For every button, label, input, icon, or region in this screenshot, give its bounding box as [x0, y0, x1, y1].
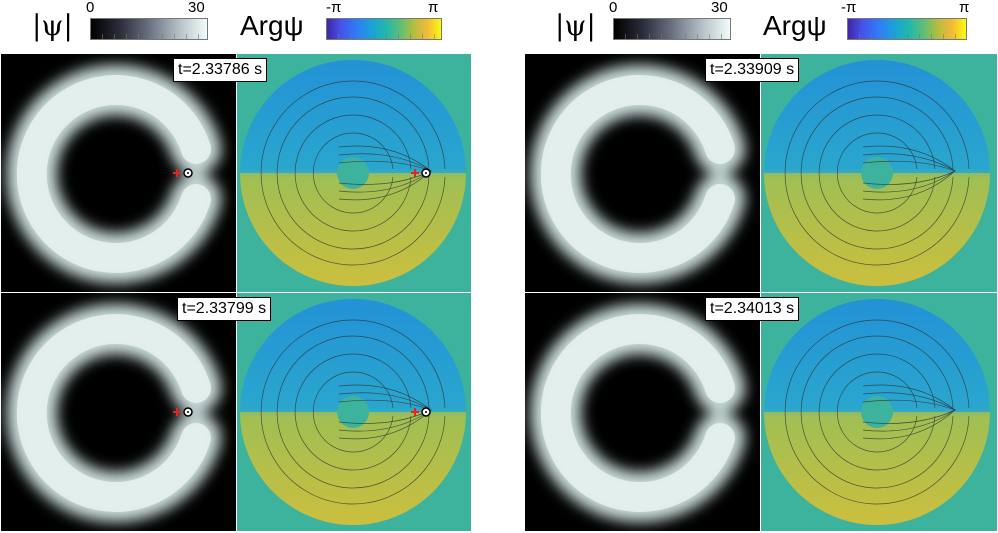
panel-3-plot — [525, 54, 990, 292]
phase-lower-half — [240, 173, 466, 286]
phase-contour-1 — [818, 114, 936, 232]
panel-2-plot — [1, 293, 466, 531]
phase-lower-half — [240, 412, 466, 525]
phase-contour-1 — [294, 353, 412, 471]
panel-1-plot — [1, 54, 466, 292]
phase-max-label: π — [428, 0, 439, 16]
phase-min-label: -π — [326, 0, 342, 16]
phase-center-hole — [337, 157, 369, 189]
left-figure-group: |ψ| 0 30 Argψ -π π t=2.33786 s t=2.33799… — [0, 0, 480, 533]
panel-4-plot — [525, 293, 990, 531]
condensate-ring-core — [540, 314, 735, 512]
phase-max-label-right: π — [959, 0, 970, 16]
condensate-ring-core — [540, 75, 735, 273]
phase-streamline-2 — [338, 384, 432, 440]
panel-3: t=2.33909 s — [525, 54, 997, 292]
phase-colorbar — [326, 18, 442, 40]
phase-colorbar-right — [847, 18, 967, 40]
vortex-marker-0 — [173, 169, 181, 177]
panel-1-time-label: t=2.33786 s — [173, 58, 268, 82]
panel-2-time-label: t=2.33799 s — [177, 297, 272, 321]
phase-center-hole — [861, 396, 893, 428]
phase-symbol-right: Argψ — [763, 10, 827, 41]
phase-contour-0 — [312, 371, 394, 453]
antivortex-core-1 — [425, 411, 427, 413]
phase-center-hole — [337, 396, 369, 428]
magnitude-max-label: 30 — [188, 0, 205, 16]
phase-streamline-2 — [862, 145, 956, 201]
phase-lower-half — [764, 173, 990, 286]
phase-upper-half — [240, 299, 466, 412]
antivortex-core-1 — [425, 172, 427, 174]
colorbar-row-right: |ψ| 0 30 Argψ -π π — [525, 0, 998, 55]
phase-symbol: Argψ — [240, 10, 304, 41]
phase-min-label-right: -π — [841, 0, 857, 16]
phase-contour-3 — [260, 319, 446, 505]
phase-upper-half — [764, 60, 990, 174]
panel-2: t=2.33799 s — [1, 293, 471, 531]
antivortex-core-0 — [187, 411, 189, 413]
magnitude-symbol-right: |ψ| — [555, 9, 596, 42]
colorbar-row-left: |ψ| 0 30 Argψ -π π — [0, 0, 480, 55]
magnitude-max-label-right: 30 — [711, 0, 728, 16]
phase-contour-2 — [800, 335, 954, 489]
right-figure-group: |ψ| 0 30 Argψ -π π t=2.33909 s t=2.34013… — [525, 0, 998, 533]
vortex-marker-0 — [173, 408, 181, 416]
vortex-marker-1 — [411, 169, 419, 177]
phase-contour-0 — [312, 132, 394, 214]
phase-contour-1 — [818, 353, 936, 471]
magnitude-min-label-right: 0 — [609, 0, 618, 16]
panel-4-time-label: t=2.34013 s — [705, 297, 800, 321]
phase-contour-3 — [784, 80, 970, 266]
phase-contour-0 — [836, 371, 918, 453]
panel-4: t=2.34013 s — [525, 293, 997, 531]
phase-contour-2 — [276, 96, 430, 250]
phase-contour-3 — [784, 319, 970, 505]
phase-contour-0 — [836, 132, 918, 214]
phase-streamline-2 — [862, 384, 956, 440]
phase-center-hole — [861, 157, 893, 189]
panel-1: t=2.33786 s — [1, 54, 471, 292]
magnitude-symbol: |ψ| — [32, 9, 73, 42]
phase-upper-half — [764, 299, 990, 412]
phase-contour-1 — [294, 114, 412, 232]
magnitude-colorbar-right — [613, 18, 731, 40]
magnitude-colorbar — [90, 18, 208, 40]
condensate-ring-core — [16, 314, 211, 512]
phase-contour-2 — [800, 96, 954, 250]
phase-upper-half — [240, 60, 466, 174]
vortex-marker-1 — [411, 408, 419, 416]
phase-lower-half — [764, 412, 990, 525]
magnitude-min-label: 0 — [86, 0, 95, 16]
antivortex-core-0 — [187, 172, 189, 174]
phase-contour-2 — [276, 335, 430, 489]
phase-streamline-2 — [338, 145, 432, 201]
panel-3-time-label: t=2.33909 s — [705, 58, 800, 82]
condensate-ring-core — [16, 75, 211, 273]
phase-contour-3 — [260, 80, 446, 266]
